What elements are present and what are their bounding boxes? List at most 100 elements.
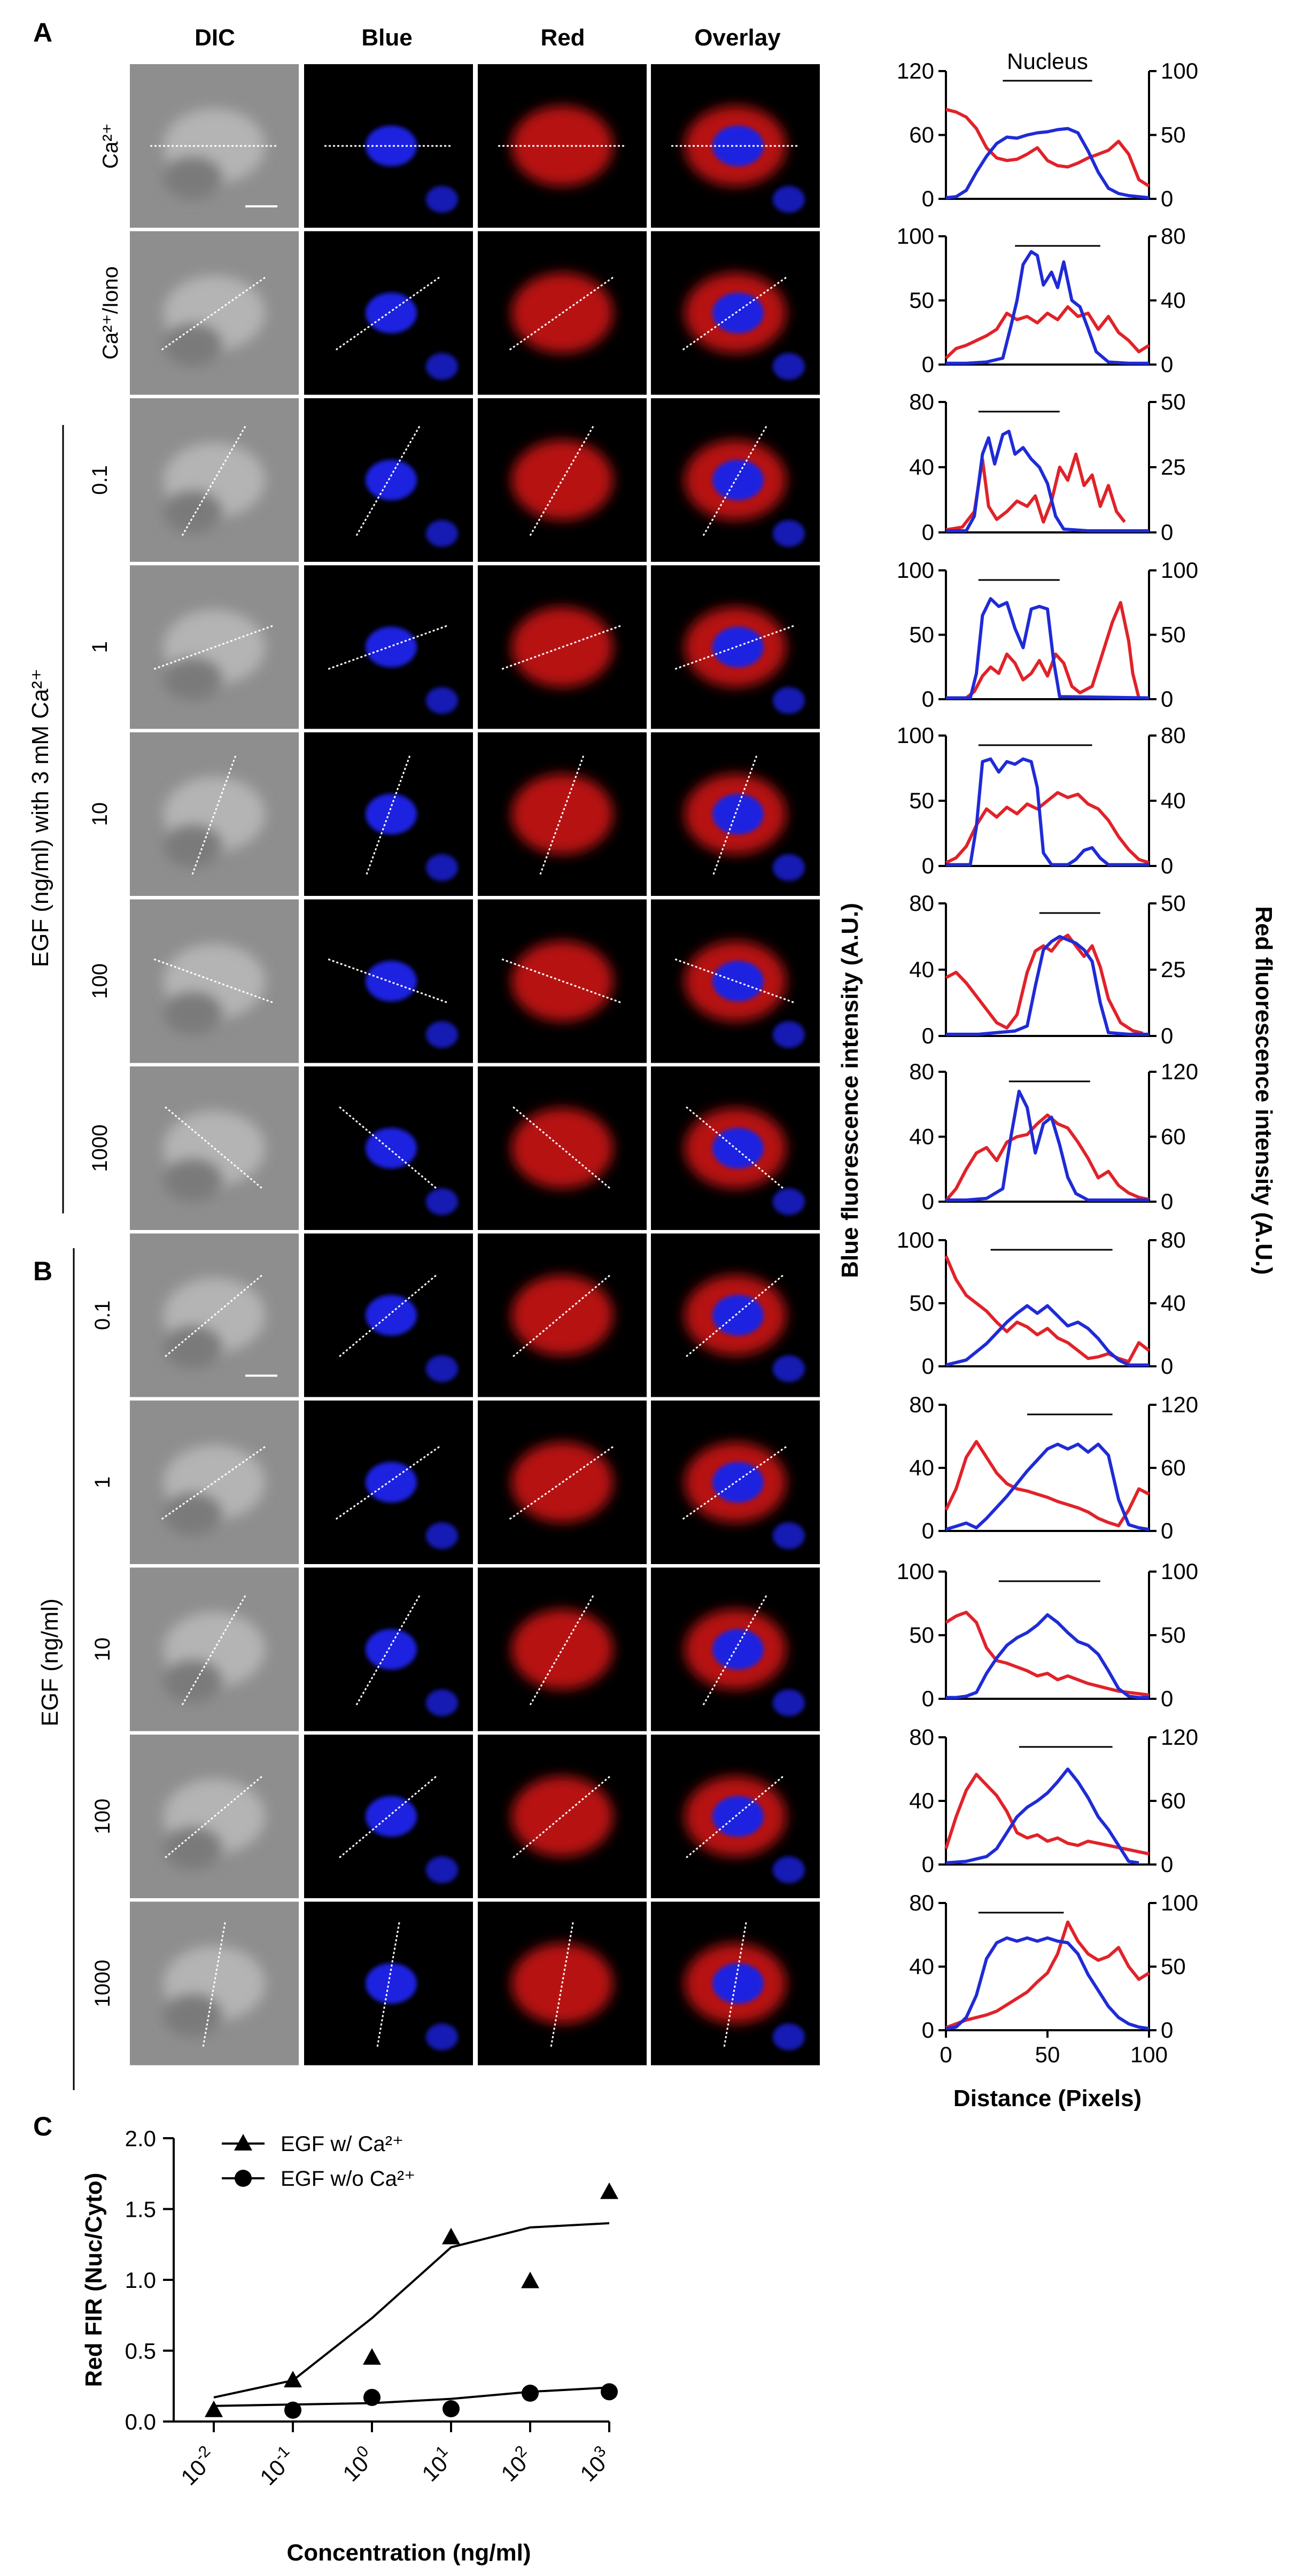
profile-left-tick: 0 — [922, 1353, 934, 1379]
profile-left-tick: 80 — [909, 1724, 934, 1750]
micrograph-tile-overlay-6 — [651, 1066, 820, 1230]
micrograph-tile-dic-5 — [130, 899, 299, 1063]
chart-c-x-ticks: 10-2 10-1 100 101 102 103 — [176, 2422, 611, 2490]
profile-plot-6: 0 40 80 0 60 120 — [909, 1059, 1198, 1214]
legend-entry-circle: EGF w/o Ca²⁺ — [281, 2167, 415, 2191]
legend-triangle-marker — [234, 2134, 252, 2150]
row-label-4: 10 — [88, 802, 112, 826]
profile-x-tick: 100 — [1130, 2042, 1168, 2067]
red-profile-line — [946, 601, 1140, 700]
profile-right-tick: 120 — [1161, 1724, 1198, 1750]
row-label-8: 1 — [91, 1476, 114, 1488]
blue-profile-line — [946, 597, 1150, 700]
profile-right-tick: 120 — [1161, 1392, 1198, 1417]
profile-right-tick: 40 — [1161, 288, 1186, 313]
micrograph-tile-dic-0 — [130, 64, 299, 228]
profile-right-tick: 0 — [1161, 1686, 1173, 1711]
profile-left-tick: 50 — [909, 1290, 934, 1316]
profile-right-tick: 80 — [1161, 723, 1186, 748]
blue-profile-line — [946, 935, 1149, 1036]
chart-c-x-tick-label: 102 — [494, 2442, 538, 2486]
profile-plot-0: 0 60 120 0 50 100 Nucleus — [897, 49, 1198, 211]
red-profile-line — [944, 305, 1150, 360]
profile-left-tick: 0 — [922, 686, 934, 711]
row-label-6: 1000 — [88, 1125, 112, 1172]
red-profile-line — [945, 1611, 1150, 1697]
chart-c-x-tick-label: 101 — [415, 2442, 459, 2486]
profile-right-tick: 60 — [1161, 1788, 1186, 1813]
micrograph-tile-blue-6 — [304, 1066, 473, 1230]
profile-right-tick: 50 — [1161, 891, 1186, 916]
profile-right-tick: 0 — [1161, 1353, 1173, 1379]
group-label-egf-with-ca: EGF (ng/ml) with 3 mM Ca²⁺ — [27, 669, 53, 968]
point-with-ca — [600, 2182, 618, 2199]
micrograph-tile-overlay-4 — [651, 732, 820, 896]
point-without-ca — [443, 2400, 460, 2418]
profile-plot-10: 0 40 80 0 60 120 — [909, 1724, 1198, 1877]
row-label-1: Ca²⁺/Iono — [99, 266, 122, 360]
chart-c-y-tick-label: 1.5 — [125, 2197, 156, 2222]
micrograph-tile-overlay-8 — [651, 1401, 820, 1564]
profile-x-tick: 0 — [940, 2042, 952, 2067]
dose-response-chart: Red FIR (Nuc/Cyto) Concentration (ng/ml)… — [81, 2126, 618, 2566]
chart-c-x-tick-label: 10-1 — [253, 2442, 300, 2490]
red-profile-line — [944, 1773, 1150, 1856]
panel-label-b: B — [33, 1256, 52, 1286]
point-with-ca — [442, 2227, 460, 2245]
chart-c-x-label: Concentration (ng/ml) — [286, 2540, 531, 2566]
profile-left-tick: 0 — [922, 520, 934, 545]
micrograph-tile-red-8 — [478, 1401, 647, 1564]
group-label-egf: EGF (ng/ml) — [37, 1598, 63, 1727]
red-profile-line — [945, 107, 1150, 188]
column-header-blue: Blue — [361, 25, 412, 51]
intensity-profiles: 060120050100Nucleus050100040800408002550… — [897, 49, 1198, 2067]
profile-left-axis-label: Blue fluorescence intensity (A.U.) — [837, 903, 863, 1278]
micrograph-tile-blue-10 — [304, 1735, 473, 1898]
profile-left-tick: 40 — [909, 1954, 934, 1979]
profile-left-tick: 80 — [909, 891, 934, 916]
chart-c-y-tick-label: 0.5 — [125, 2339, 156, 2364]
micrograph-tile-red-9 — [478, 1567, 647, 1731]
panel-label-c: C — [33, 2111, 52, 2141]
profile-left-tick: 120 — [897, 58, 934, 83]
profile-plot-5: 0 40 80 0 25 50 — [909, 891, 1185, 1048]
micrograph-tile-blue-0 — [304, 64, 473, 228]
micrograph-tile-red-10 — [478, 1735, 647, 1898]
micrograph-grid: Ca²⁺ Ca²⁺/Iono 0.1 1 10 100 1000 0.1 1 10 100 1000 — [88, 64, 820, 2066]
micrograph-tile-dic-8 — [130, 1401, 299, 1564]
chart-c-x-tick-label: 100 — [336, 2442, 379, 2486]
point-with-ca — [284, 2371, 302, 2388]
profile-left-tick: 0 — [922, 1852, 934, 1877]
profile-right-tick: 100 — [1161, 58, 1198, 83]
profile-left-tick: 40 — [909, 957, 934, 982]
micrograph-tile-overlay-0 — [651, 64, 820, 228]
micrograph-tile-dic-6 — [130, 1066, 299, 1230]
profile-right-tick: 60 — [1161, 1124, 1186, 1149]
profile-left-tick: 100 — [897, 723, 934, 748]
chart-c-legend: EGF w/ Ca²⁺ EGF w/o Ca²⁺ — [222, 2132, 415, 2191]
legend-entry-triangle: EGF w/ Ca²⁺ — [281, 2132, 403, 2156]
profile-left-tick: 40 — [909, 1455, 934, 1480]
profile-plot-9: 0 50 100 0 50 100 — [897, 1559, 1198, 1711]
micrograph-tile-red-4 — [478, 732, 647, 896]
micrograph-tile-overlay-11 — [651, 1901, 820, 2066]
profile-left-tick: 100 — [897, 1559, 934, 1584]
profile-left-tick: 0 — [922, 186, 934, 211]
profile-right-tick: 40 — [1161, 788, 1186, 813]
panel-label-a: A — [33, 18, 52, 48]
micrograph-tile-dic-4 — [130, 732, 299, 896]
red-profile-line — [945, 791, 1150, 864]
micrograph-tile-red-3 — [478, 565, 647, 729]
row-label-2: 0.1 — [88, 465, 112, 495]
profile-x-axis-label: Distance (Pixels) — [953, 2085, 1142, 2111]
chart-c-fit-circle — [213, 2386, 610, 2407]
profile-right-tick: 100 — [1161, 558, 1198, 583]
row-label-0: Ca²⁺ — [99, 123, 122, 169]
profile-left-tick: 80 — [909, 1890, 934, 1915]
profile-right-tick: 50 — [1161, 1622, 1186, 1647]
profile-left-tick: 60 — [909, 122, 934, 148]
point-without-ca — [522, 2385, 539, 2402]
profile-left-tick: 80 — [909, 1392, 934, 1417]
profile-right-tick: 100 — [1161, 1890, 1198, 1915]
